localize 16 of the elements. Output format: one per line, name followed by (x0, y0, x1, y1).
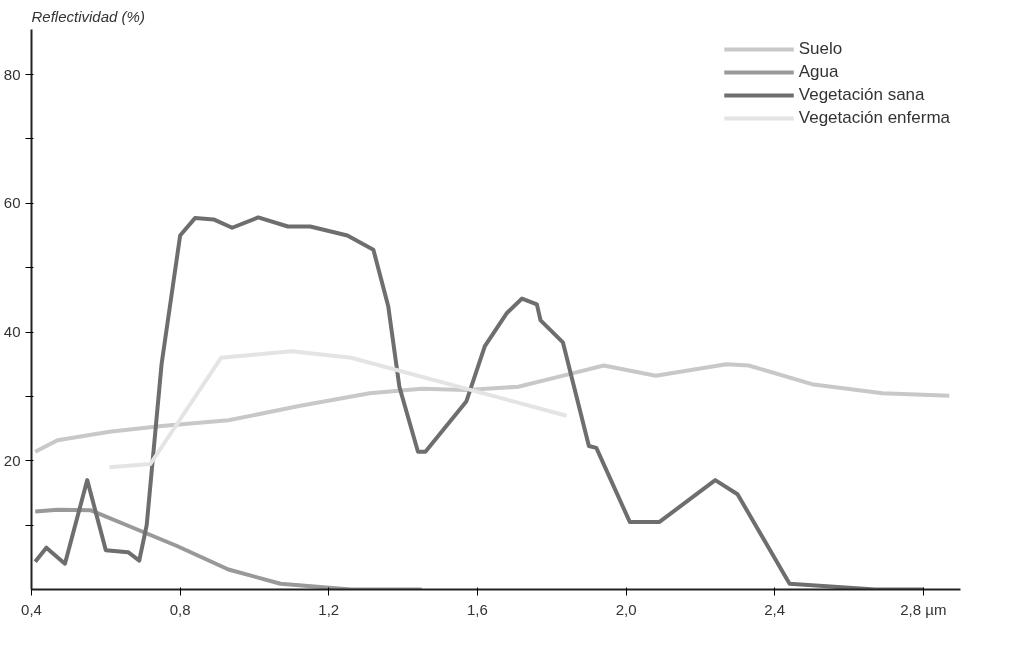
x-tick-label: 0,4 (21, 600, 42, 618)
legend-label: Vegetación sana (798, 85, 925, 105)
y-tick-label: 40 (3, 323, 21, 341)
x-tick-label: 2,4 (764, 600, 786, 618)
y-tick-label: 80 (3, 65, 21, 83)
legend-label: Suelo (798, 39, 843, 59)
y-tick-label: 60 (3, 194, 21, 212)
x-tick-label: 1,2 (318, 600, 340, 618)
x-tick-label: 0,8 (169, 600, 191, 618)
y-tick-label: 20 (3, 451, 21, 469)
legend-label: Vegetación enferma (798, 108, 950, 128)
x-tick-label: 1,6 (466, 600, 488, 618)
legend-label: Agua (798, 62, 839, 82)
x-tick-label: 2,0 (615, 600, 637, 618)
y-axis-title: Reflectividad (%) (31, 7, 145, 25)
x-tick-label: 2,8 µm (900, 600, 947, 618)
